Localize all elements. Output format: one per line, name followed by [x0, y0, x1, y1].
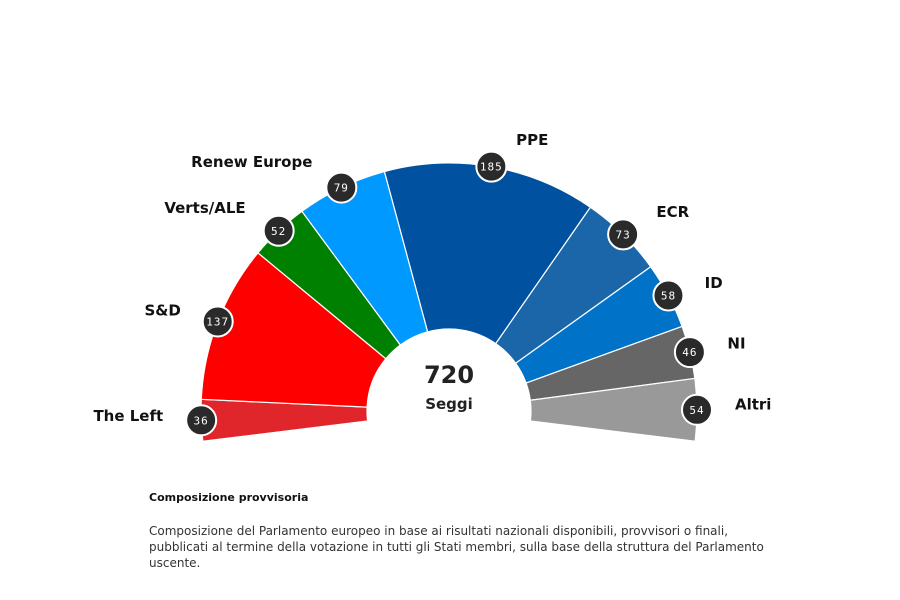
seat-badge-circle [607, 218, 640, 251]
seat-badge-ppe: 185 [475, 150, 508, 183]
seat-badge-circle [652, 279, 685, 312]
seat-badge-verts-ale: 52 [262, 214, 295, 247]
note-title: Composizione provvisoria [149, 491, 309, 504]
party-label-sandd: S&D [144, 302, 180, 320]
party-labels: The Left S&D Verts/ALE Renew Europe PPE ECR ID… [93, 131, 771, 425]
seat-badge-ecr: 73 [607, 218, 640, 251]
party-label-altri: Altri [735, 396, 771, 414]
seat-badge-circle [325, 171, 358, 204]
seat-count-renew-europe: 79 [334, 182, 349, 195]
seat-badge-circle [185, 404, 218, 437]
party-label-renew-europe: Renew Europe [191, 153, 312, 171]
seat-count-id: 58 [661, 289, 676, 302]
note-body: Composizione del Parlamento europeo in b… [149, 524, 764, 570]
seat-badge-altri: 54 [680, 393, 713, 426]
sector-ppe [383, 162, 592, 345]
party-label-the-left: The Left [93, 407, 163, 425]
seat-count-ni: 46 [682, 346, 697, 359]
seat-count-altri: 54 [689, 404, 704, 417]
party-label-verts-ale: Verts/ALE [164, 199, 245, 217]
total-seats-label: Seggi [425, 395, 473, 413]
seat-badge-circle [475, 150, 508, 183]
seat-badge-circle [680, 393, 713, 426]
seat-count-sandd: 137 [206, 315, 229, 328]
seat-badge-circle [673, 336, 706, 369]
sector-sandd [200, 252, 387, 408]
seat-count-verts-ale: 52 [271, 225, 286, 238]
total-seats: 720 [424, 361, 474, 389]
party-label-ni: NI [727, 334, 745, 352]
seat-badge-ni: 46 [673, 336, 706, 369]
seat-badge-circle [201, 305, 234, 338]
party-label-ppe: PPE [516, 131, 548, 149]
seat-badge-id: 58 [652, 279, 685, 312]
seat-badge-the-left: 36 [185, 404, 218, 437]
seat-badge-renew-europe: 79 [325, 171, 358, 204]
seat-count-ecr: 73 [615, 228, 630, 241]
party-label-ecr: ECR [656, 203, 689, 221]
seat-count-the-left: 36 [194, 414, 209, 427]
seat-count-ppe: 185 [480, 161, 503, 174]
badges: 36 137 52 79 185 73 58 46 54 [185, 150, 713, 437]
parliament-chart: 36 137 52 79 185 73 58 46 54 The Left S&D Verts/ALE… [93, 131, 771, 442]
party-label-id: ID [705, 274, 723, 292]
seat-badge-circle [262, 214, 295, 247]
sectors [200, 162, 698, 442]
seat-badge-sandd: 137 [201, 305, 234, 338]
